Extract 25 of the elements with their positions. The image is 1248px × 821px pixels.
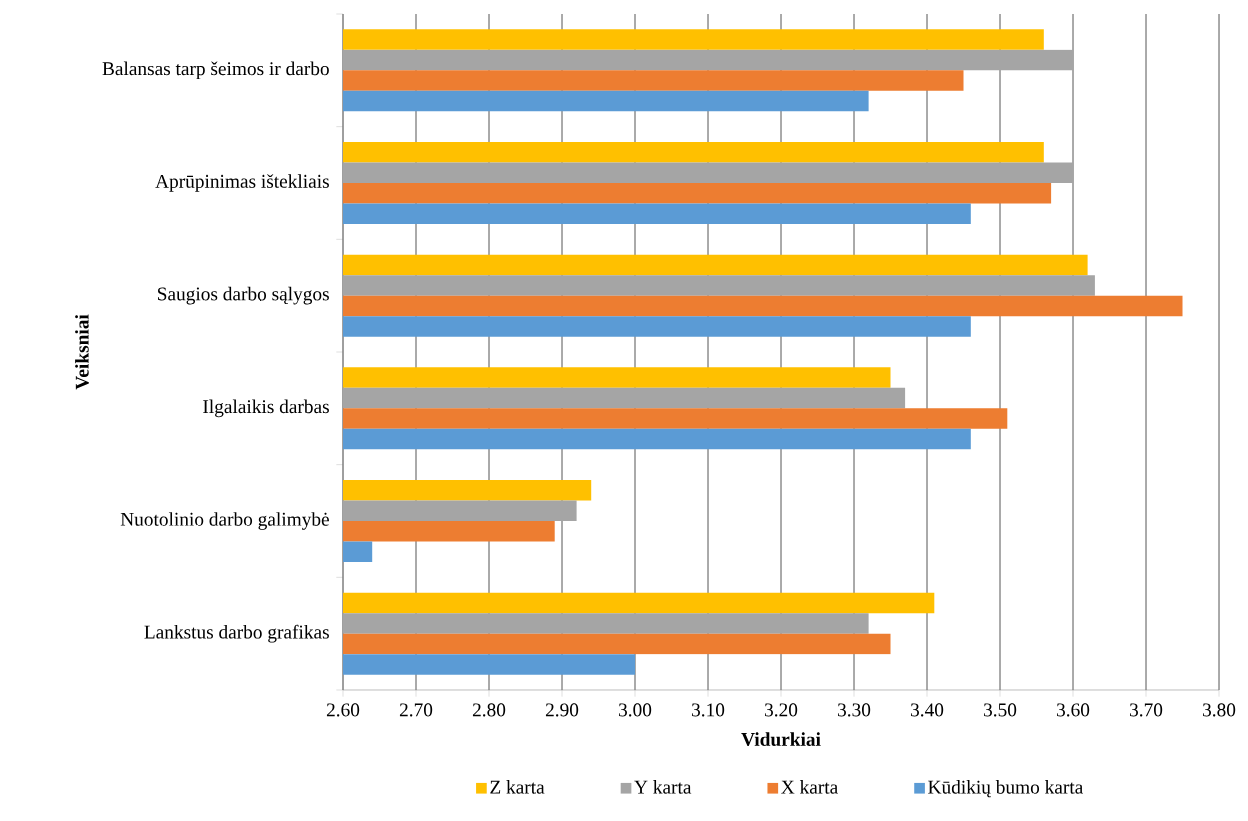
legend-label: X karta — [781, 780, 838, 794]
legend-label: Kūdikių bumo karta — [928, 780, 1084, 798]
x-tick-label: 2.80 — [472, 703, 506, 717]
x-tick-label: 2.90 — [545, 703, 579, 717]
x-tick-label: 3.20 — [765, 703, 798, 717]
x-tick-label: 2.60 — [326, 703, 360, 717]
y-tick-label: Saugios darbo sąlygos — [158, 286, 329, 305]
y-axis-title: Veiksniai — [75, 314, 89, 390]
x-tick-label: 3.80 — [1203, 703, 1236, 717]
y-tick-label: Ilgalaikis darbas — [203, 399, 329, 418]
y-tick-label: Aprūpinimas ištekliais — [155, 174, 329, 192]
x-tick-label: 3.10 — [692, 703, 725, 717]
x-tick-label: 3.30 — [838, 703, 871, 717]
y-tick-label: Lankstus darbo grafikas — [144, 624, 329, 643]
y-tick-label: Nuotolinio darbo galimybė — [120, 512, 329, 530]
x-tick-label: 3.50 — [984, 703, 1017, 717]
x-tick-label: 2.70 — [399, 703, 433, 717]
legend-label: Z karta — [490, 780, 545, 794]
x-tick-label: 3.70 — [1130, 703, 1163, 717]
y-tick-label: Balansas tarp šeimos ir darbo — [102, 61, 329, 80]
legend-label: Y karta — [634, 780, 692, 794]
x-tick-label: 3.00 — [619, 703, 652, 717]
x-tick-label: 3.60 — [1057, 703, 1090, 717]
x-tick-label: 3.40 — [911, 703, 944, 717]
x-axis-title: Vidurkiai — [741, 732, 821, 747]
